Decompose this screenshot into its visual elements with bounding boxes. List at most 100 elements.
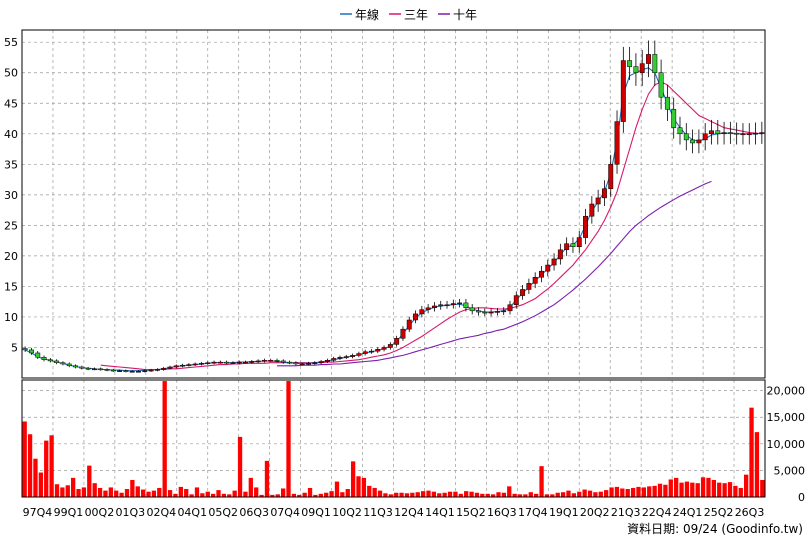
candle-body	[167, 366, 173, 369]
candle-body	[274, 360, 280, 362]
candlestick	[551, 253, 557, 271]
candlestick	[734, 122, 740, 145]
candlestick	[683, 123, 689, 151]
candle-body	[539, 270, 544, 278]
candle-body	[727, 132, 733, 134]
candlestick	[375, 347, 381, 354]
candle-body	[507, 304, 513, 312]
candlestick	[255, 359, 261, 364]
volume-bar	[124, 489, 130, 497]
volume-bar	[383, 493, 388, 497]
volume-bar	[329, 491, 334, 497]
candlestick	[400, 326, 406, 341]
volume-bar	[431, 491, 437, 497]
candle-body	[117, 370, 123, 372]
volume-bar	[550, 494, 555, 497]
candlestick	[715, 119, 721, 145]
volume-bar	[679, 482, 684, 497]
volume-bar	[297, 494, 302, 497]
candle-body	[154, 369, 160, 371]
legend-item-3: 十年	[438, 8, 477, 22]
volume-bar	[657, 483, 663, 497]
candle-body	[318, 361, 324, 363]
x-axis: 97Q4 99Q1 00Q2 01Q3 02Q4 04Q1 05Q2 06Q3 07Q4 09Q1…	[23, 506, 765, 519]
candlestick	[60, 361, 66, 366]
candlestick	[639, 50, 645, 86]
candle-body	[677, 127, 683, 135]
candle-body	[583, 215, 589, 238]
volume-bar	[426, 490, 431, 497]
candlestick	[494, 307, 500, 316]
candlestick	[753, 122, 759, 145]
candlestick	[576, 231, 582, 253]
candlestick	[287, 360, 293, 365]
volume-bar	[227, 494, 232, 497]
volume-bar	[458, 493, 463, 497]
volume-bar	[587, 490, 593, 497]
candlestick	[690, 129, 696, 154]
candlestick	[217, 360, 223, 364]
price-tick-label: 5	[11, 341, 18, 354]
price-y-axis: 5 10 15 20 25 30 35 40 45 50 55	[4, 36, 18, 354]
candlestick	[709, 119, 714, 145]
candlestick	[186, 363, 192, 367]
candlestick	[66, 362, 72, 368]
price-grid	[21, 30, 766, 378]
candle-body	[652, 54, 658, 73]
candle-body	[413, 313, 418, 321]
candle-body	[696, 139, 702, 144]
volume-bar	[625, 489, 630, 497]
volume-bar	[652, 485, 657, 497]
candle-body	[463, 302, 469, 309]
price-tick-label: 10	[4, 311, 18, 324]
candlestick	[117, 369, 123, 372]
candle-body	[520, 289, 526, 296]
candlestick	[488, 308, 494, 317]
candle-body	[79, 366, 85, 369]
candlestick	[211, 360, 217, 365]
candlestick	[671, 97, 677, 139]
candle-body	[457, 302, 463, 305]
candle-body	[343, 356, 349, 358]
volume-bar	[194, 487, 200, 497]
candlestick	[746, 123, 752, 145]
candlestick	[243, 360, 248, 364]
candlestick	[236, 360, 242, 365]
volume-bar	[221, 493, 227, 497]
candlestick	[501, 307, 507, 316]
volume-bars	[22, 381, 765, 497]
volume-bar	[738, 487, 743, 497]
candle-body	[35, 352, 41, 358]
x-tick-label: 09Q1	[301, 506, 331, 519]
candle-body	[312, 362, 318, 364]
volume-bar	[254, 487, 259, 497]
candle-body	[91, 368, 97, 371]
candle-body	[627, 60, 633, 67]
candle-body	[28, 349, 34, 354]
volume-bar	[394, 492, 399, 497]
volume-bar	[480, 493, 485, 497]
candlestick	[337, 355, 343, 361]
price-tick-label: 25	[4, 219, 18, 232]
volume-bar	[512, 493, 517, 497]
volume-bar	[415, 492, 420, 497]
volume-bar	[534, 493, 539, 497]
candlestick	[564, 237, 570, 256]
volume-bar	[469, 491, 474, 497]
candle-body	[375, 349, 381, 352]
candle-body	[186, 364, 192, 366]
candlestick	[110, 368, 116, 372]
volume-bar	[437, 493, 442, 497]
candle-body	[173, 365, 179, 368]
candlestick	[664, 85, 670, 122]
volume-bar	[727, 482, 733, 497]
candlestick	[318, 359, 324, 365]
volume-bar	[22, 421, 27, 497]
volume-bar	[243, 491, 248, 497]
candlestick	[154, 368, 160, 372]
volume-bar	[275, 494, 280, 497]
volume-bar	[345, 489, 350, 497]
candle-body	[589, 203, 595, 217]
candlestick	[381, 345, 387, 352]
